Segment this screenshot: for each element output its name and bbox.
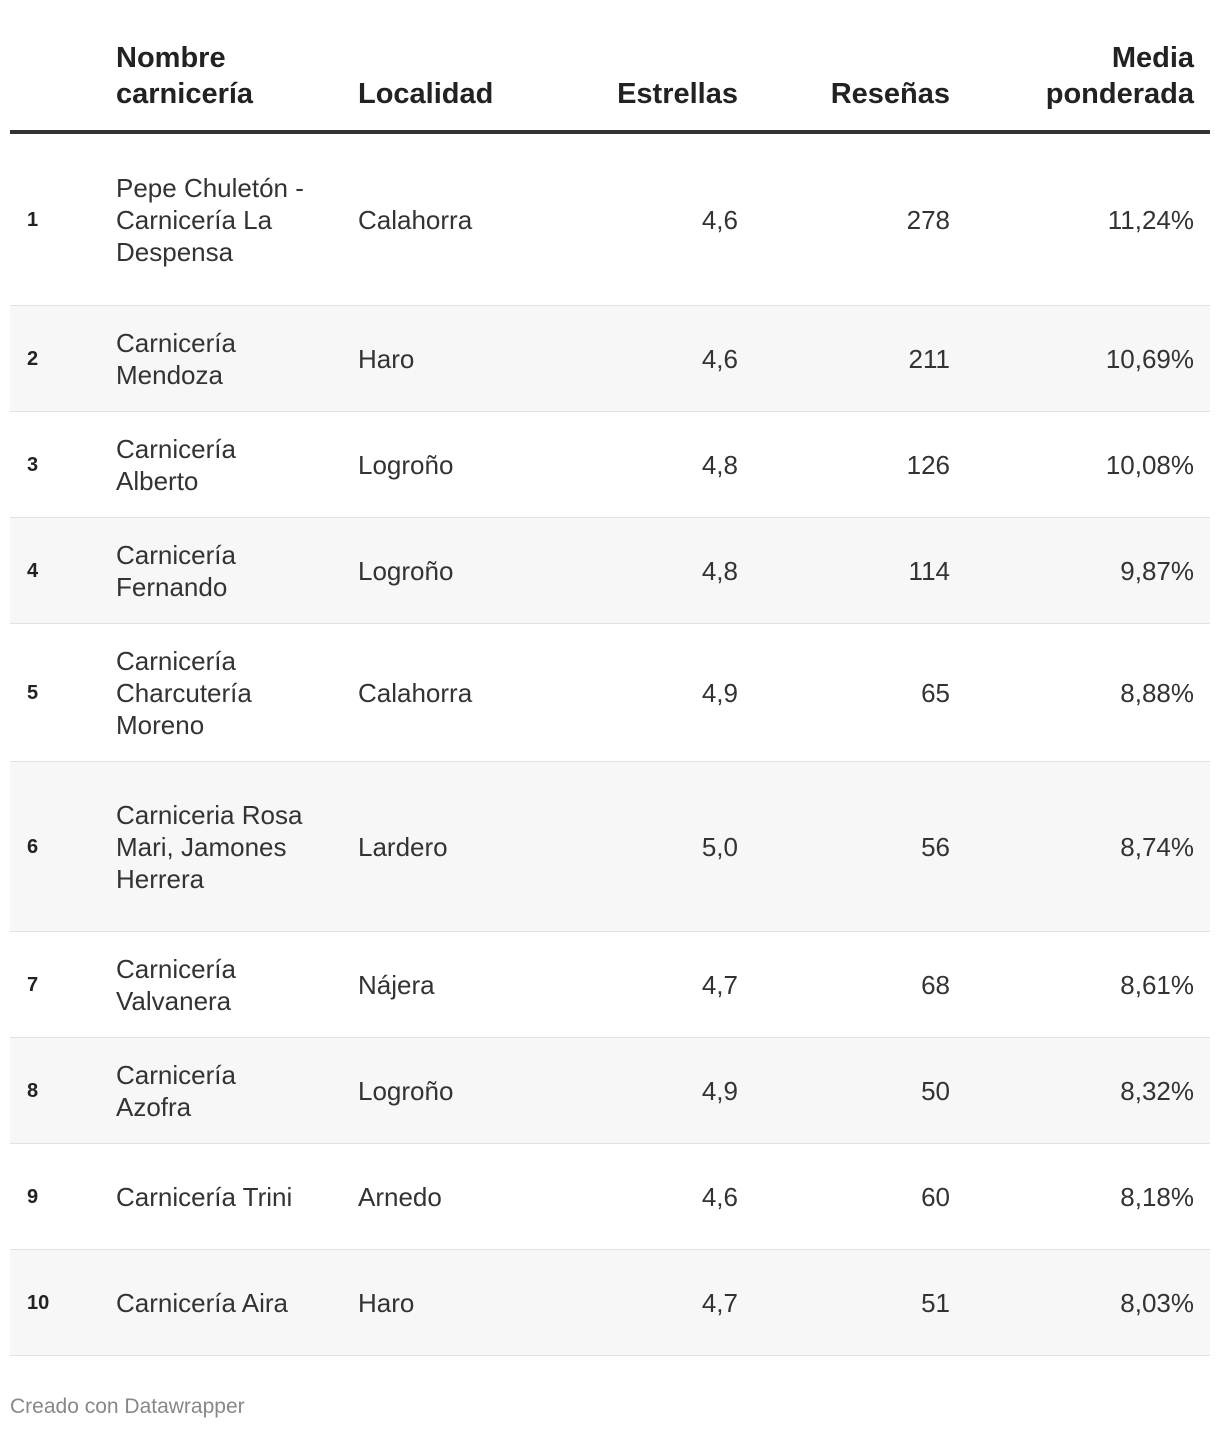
- locality-cell: Logroño: [358, 555, 454, 586]
- header-name-line2: carnicería: [116, 78, 254, 110]
- weighted-cell: 8,03%: [1120, 1287, 1194, 1318]
- weighted-cell: 10,69%: [1105, 343, 1194, 374]
- rank-cell: 2: [27, 347, 39, 370]
- name-cell: Pepe Chuletón - Carnicería La Despensa: [116, 172, 304, 267]
- weighted-cell: 8,18%: [1120, 1181, 1194, 1212]
- rank-cell: 9: [27, 1185, 39, 1208]
- weighted-cell: 11,24%: [1107, 204, 1194, 235]
- locality-cell: Calahorra: [358, 204, 473, 235]
- name-cell: Carnicería Mendoza: [116, 327, 236, 390]
- header-weighted[interactable]: Media ponderada: [1046, 40, 1194, 112]
- weighted-cell: 8,74%: [1120, 831, 1194, 862]
- name-cell: Carnicería Valvanera: [116, 953, 236, 1016]
- data-table: Nombre carnicería Localidad Estrellas Re…: [10, 0, 1210, 1356]
- rank-cell: 8: [27, 1079, 39, 1102]
- reviews-cell: 50: [921, 1075, 950, 1106]
- table-row: 8 Carnicería Azofra Logroño 4,9 50 8,32%: [10, 1038, 1210, 1144]
- name-cell: Carnicería Trini: [116, 1181, 293, 1212]
- stars-cell: 4,6: [701, 1181, 738, 1212]
- reviews-cell: 68: [921, 969, 950, 1000]
- rank-cell: 5: [27, 681, 39, 704]
- stars-cell: 4,8: [701, 449, 738, 480]
- reviews-cell: 278: [906, 204, 950, 235]
- name-cell: Carniceria Rosa Mari, Jamones Herrera: [116, 799, 303, 894]
- locality-cell: Haro: [358, 343, 415, 374]
- header-weighted-line1: Media: [1111, 42, 1194, 74]
- header-reviews[interactable]: Reseñas: [830, 78, 950, 110]
- stars-cell: 4,6: [701, 343, 738, 374]
- locality-cell: Nájera: [358, 969, 435, 1000]
- stars-cell: 4,9: [701, 1075, 738, 1106]
- locality-cell: Logroño: [358, 449, 454, 480]
- table-body: 1 Pepe Chuletón - Carnicería La Despensa C…: [10, 134, 1210, 1356]
- name-cell: Carnicería Fernando: [116, 539, 236, 602]
- name-cell: Carnicería Aira: [116, 1287, 288, 1318]
- locality-cell: Lardero: [358, 831, 448, 862]
- stars-cell: 4,8: [701, 555, 738, 586]
- stars-cell: 4,9: [701, 677, 738, 708]
- reviews-cell: 56: [921, 831, 950, 862]
- reviews-cell: 65: [921, 677, 950, 708]
- rank-cell: 6: [27, 835, 39, 858]
- stars-cell: 4,6: [701, 204, 738, 235]
- locality-cell: Haro: [358, 1287, 415, 1318]
- stars-cell: 5,0: [701, 831, 738, 862]
- rank-cell: 1: [27, 208, 39, 231]
- locality-cell: Logroño: [358, 1075, 454, 1106]
- rank-cell: 4: [27, 559, 39, 582]
- reviews-cell: 211: [908, 343, 950, 374]
- table-header: Nombre carnicería Localidad Estrellas Re…: [10, 0, 1210, 134]
- header-name[interactable]: Nombre carnicería: [116, 40, 253, 112]
- reviews-cell: 126: [906, 449, 950, 480]
- weighted-cell: 10,08%: [1105, 449, 1194, 480]
- table-row: 4 Carnicería Fernando Logroño 4,8 114 9,87%: [10, 518, 1210, 624]
- footer-credit[interactable]: Creado con Datawrapper: [10, 1395, 245, 1418]
- header-weighted-line2: ponderada: [1045, 78, 1194, 110]
- name-cell: Carnicería Alberto: [116, 433, 236, 496]
- table-row: 1 Pepe Chuletón - Carnicería La Despensa C…: [10, 134, 1210, 306]
- weighted-cell: 8,88%: [1120, 677, 1194, 708]
- rank-cell: 3: [27, 453, 39, 476]
- name-cell: Carnicería Charcutería Moreno: [116, 645, 252, 740]
- header-stars[interactable]: Estrellas: [617, 78, 738, 110]
- table-row: 5 Carnicería Charcutería Moreno Calahorra 4…: [10, 624, 1210, 762]
- locality-cell: Calahorra: [358, 677, 473, 708]
- rank-cell: 7: [27, 973, 39, 996]
- table-row: 6 Carniceria Rosa Mari, Jamones Herrera La…: [10, 762, 1210, 932]
- name-cell: Carnicería Azofra: [116, 1059, 236, 1122]
- reviews-cell: 114: [908, 555, 950, 586]
- reviews-cell: 51: [921, 1287, 950, 1318]
- header-name-line1: Nombre: [116, 42, 226, 74]
- stars-cell: 4,7: [701, 969, 738, 1000]
- weighted-cell: 8,61%: [1120, 969, 1194, 1000]
- table-row: 2 Carnicería Mendoza Haro 4,6 211 10,69%: [10, 306, 1210, 412]
- rank-cell: 10: [27, 1291, 50, 1314]
- table-row: 10 Carnicería Aira Haro 4,7 51 8,03%: [10, 1250, 1210, 1356]
- locality-cell: Arnedo: [358, 1181, 442, 1212]
- table-row: 7 Carnicería Valvanera Nájera 4,7 68 8,61%: [10, 932, 1210, 1038]
- table-row: 3 Carnicería Alberto Logroño 4,8 126 10,08%: [10, 412, 1210, 518]
- weighted-cell: 8,32%: [1120, 1075, 1194, 1106]
- header-locality[interactable]: Localidad: [358, 78, 494, 110]
- weighted-cell: 9,87%: [1120, 555, 1194, 586]
- stars-cell: 4,7: [701, 1287, 738, 1318]
- table-row: 9 Carnicería Trini Arnedo 4,6 60 8,18%: [10, 1144, 1210, 1250]
- reviews-cell: 60: [921, 1181, 950, 1212]
